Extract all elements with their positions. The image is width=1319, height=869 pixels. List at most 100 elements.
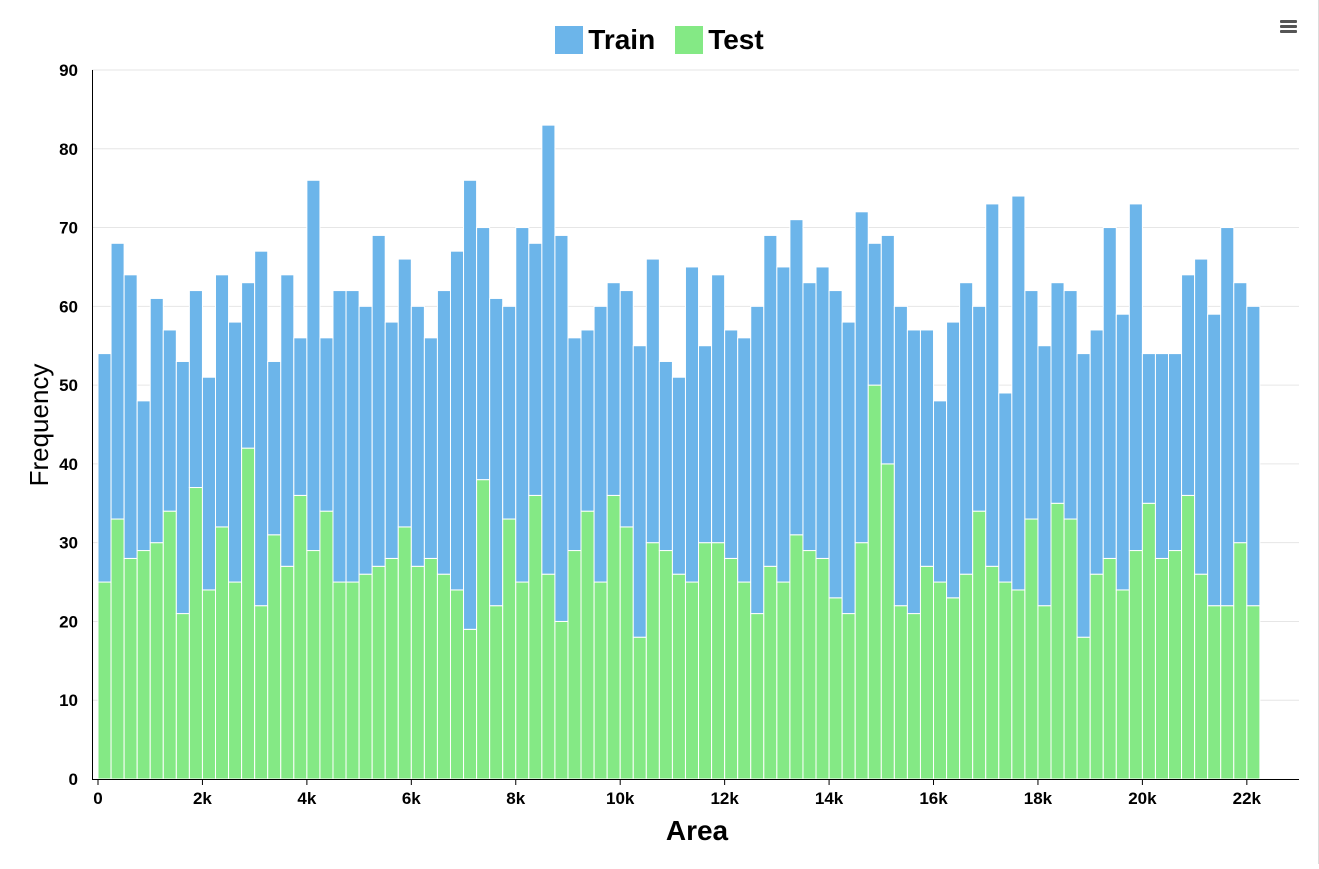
bar-test xyxy=(815,557,830,780)
bar-train xyxy=(1102,227,1117,559)
bar-train xyxy=(188,290,203,489)
bar-train xyxy=(684,266,700,583)
bar-train xyxy=(515,227,530,583)
bar-train xyxy=(345,290,360,583)
bar-test xyxy=(1154,557,1170,780)
legend-item-test[interactable]: Test xyxy=(675,22,764,58)
bar-test xyxy=(593,581,608,780)
y-tick-label: 40 xyxy=(59,455,78,474)
bar-train xyxy=(110,242,125,520)
bar-test xyxy=(1024,518,1039,780)
bar-train xyxy=(1024,290,1039,520)
bar-train xyxy=(1181,274,1196,496)
bar-test xyxy=(1194,573,1209,780)
bar-test xyxy=(972,510,987,780)
legend-item-train[interactable]: Train xyxy=(555,22,655,58)
bar-train xyxy=(1194,258,1209,575)
bar-test xyxy=(789,534,804,780)
bar-test xyxy=(671,573,686,780)
bar-train xyxy=(554,234,569,622)
legend: Train Test xyxy=(0,22,1319,58)
bar-test xyxy=(828,597,843,780)
bar-test xyxy=(397,526,412,780)
bar-test xyxy=(515,581,530,780)
bar-test xyxy=(162,510,177,780)
bar-test xyxy=(1102,557,1117,780)
legend-swatch-train xyxy=(555,26,584,54)
bar-train xyxy=(593,305,608,583)
bar-train xyxy=(567,337,582,552)
hamburger-menu-icon[interactable] xyxy=(1275,18,1301,38)
bar-test xyxy=(280,565,295,780)
x-tick-labels: 0 2k 4k 6k 8k 10k 12k 14k 16k 18k 20k 22k xyxy=(93,789,1261,808)
bar-test xyxy=(489,605,504,780)
bar-test xyxy=(632,636,647,780)
bar-test xyxy=(854,542,869,780)
bar-train xyxy=(384,321,399,559)
bar-train xyxy=(1011,195,1026,591)
bar-train xyxy=(763,234,778,567)
bar-test xyxy=(841,613,856,780)
bar-train xyxy=(698,345,713,544)
y-tick-label: 10 xyxy=(59,691,78,710)
bar-train xyxy=(149,297,164,544)
bar-train xyxy=(1233,282,1248,544)
bar-test xyxy=(423,557,438,780)
bar-train xyxy=(228,321,243,583)
bar-test xyxy=(867,384,882,780)
bar-train xyxy=(1207,313,1222,607)
bar-train xyxy=(97,353,112,583)
bar-test xyxy=(476,479,491,780)
bar-train xyxy=(724,329,739,559)
bar-test xyxy=(449,589,465,780)
bar-test xyxy=(906,613,921,780)
bar-test xyxy=(541,573,556,780)
bar-test xyxy=(1233,542,1248,780)
bar-test xyxy=(606,494,621,780)
bar-train xyxy=(867,242,882,386)
bar-train xyxy=(306,179,321,552)
bar-train xyxy=(789,219,804,536)
y-tick-label: 60 xyxy=(59,297,78,316)
bar-test xyxy=(802,550,817,780)
bar-train xyxy=(371,234,386,567)
bar-test xyxy=(358,573,373,780)
bar-test xyxy=(188,487,203,780)
bar-train xyxy=(293,337,308,496)
bar-test xyxy=(332,581,347,780)
bar-train xyxy=(671,376,686,575)
y-tick-label: 80 xyxy=(59,140,78,159)
bar-train xyxy=(489,297,504,607)
bar-train xyxy=(1168,353,1183,552)
bar-train xyxy=(397,258,412,528)
bar-test xyxy=(502,518,517,780)
bar-test xyxy=(293,494,308,780)
bar-test xyxy=(175,613,190,780)
bar-test xyxy=(619,526,634,780)
bar-test xyxy=(1089,573,1104,780)
bar-test xyxy=(946,597,961,780)
bar-train xyxy=(175,360,190,615)
bar-test xyxy=(776,581,791,780)
bar-train xyxy=(1220,227,1235,607)
bar-train xyxy=(1037,345,1052,607)
bar-train xyxy=(737,337,752,583)
bar-train xyxy=(162,329,177,512)
x-tick-label: 18k xyxy=(1024,789,1053,808)
bar-train xyxy=(1063,290,1078,520)
x-tick-label: 22k xyxy=(1233,789,1262,808)
y-tick-label: 20 xyxy=(59,612,78,631)
bar-train xyxy=(972,305,987,512)
bar-train xyxy=(319,337,334,512)
bar-train xyxy=(1128,203,1143,552)
legend-swatch-test xyxy=(675,26,704,54)
bar-train xyxy=(423,337,438,559)
bar-test xyxy=(463,628,478,780)
bar-train xyxy=(502,305,517,520)
bar-test xyxy=(985,565,1000,780)
bar-test xyxy=(528,494,543,780)
bar-test xyxy=(1207,605,1222,780)
bar-train xyxy=(933,400,948,583)
